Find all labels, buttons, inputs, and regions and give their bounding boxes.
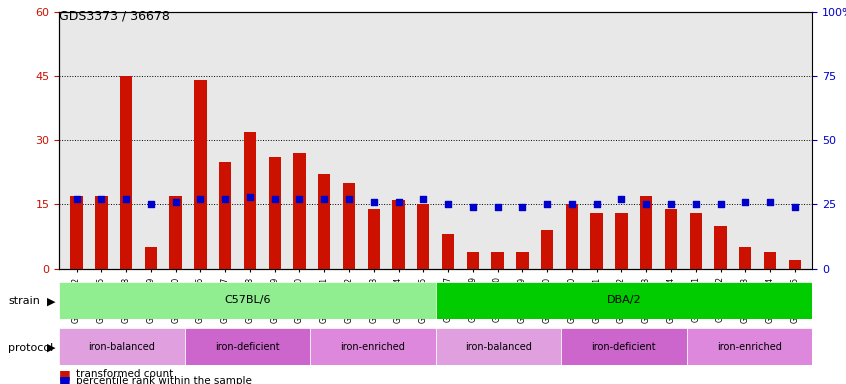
Bar (615, 213, 628, 269)
Point (640, 202, 653, 208)
Text: DBA/2: DBA/2 (607, 295, 641, 306)
Point (763, 199, 777, 205)
Bar (640, 196, 652, 269)
Bar (367, 209, 380, 269)
Point (541, 202, 554, 208)
Point (317, 196, 331, 202)
Bar (195, 80, 206, 269)
Text: iron-balanced: iron-balanced (465, 341, 532, 352)
Bar (788, 260, 801, 269)
Bar (442, 235, 454, 269)
Point (565, 202, 579, 208)
Point (788, 204, 802, 210)
Bar (294, 153, 305, 269)
Bar (70, 196, 83, 269)
Point (293, 196, 306, 202)
Point (491, 204, 504, 210)
Text: iron-deficient: iron-deficient (591, 341, 656, 352)
Point (739, 199, 752, 205)
Text: ■: ■ (59, 374, 71, 384)
Text: C57BL/6: C57BL/6 (224, 295, 271, 306)
Text: ▶: ▶ (47, 343, 55, 353)
FancyBboxPatch shape (561, 328, 687, 365)
Text: GDS3373 / 36678: GDS3373 / 36678 (59, 10, 170, 23)
Bar (764, 252, 777, 269)
Point (442, 202, 455, 208)
Bar (393, 200, 404, 269)
Point (392, 199, 405, 205)
Point (714, 202, 728, 208)
Text: iron-deficient: iron-deficient (215, 341, 280, 352)
FancyBboxPatch shape (59, 282, 436, 319)
Bar (665, 209, 677, 269)
Point (194, 196, 207, 202)
Point (515, 204, 529, 210)
Text: percentile rank within the sample: percentile rank within the sample (76, 376, 252, 384)
Point (119, 196, 133, 202)
Text: strain: strain (8, 296, 41, 306)
Point (69, 196, 83, 202)
Bar (95, 196, 107, 269)
Point (367, 199, 381, 205)
Bar (318, 174, 331, 269)
Point (343, 196, 356, 202)
FancyBboxPatch shape (436, 282, 812, 319)
Point (466, 204, 480, 210)
Bar (120, 76, 132, 269)
Bar (689, 213, 702, 269)
Text: transformed count: transformed count (76, 369, 173, 379)
Point (416, 196, 430, 202)
Bar (739, 247, 751, 269)
Point (615, 196, 629, 202)
Bar (343, 183, 355, 269)
Text: protocol: protocol (8, 343, 53, 353)
Text: ■: ■ (59, 368, 71, 381)
Text: iron-enriched: iron-enriched (340, 341, 405, 352)
Text: ▶: ▶ (47, 296, 55, 306)
Point (144, 202, 157, 208)
Bar (268, 157, 281, 269)
Bar (145, 247, 157, 269)
Text: iron-enriched: iron-enriched (717, 341, 782, 352)
Bar (467, 252, 479, 269)
Point (689, 202, 702, 208)
Bar (492, 252, 504, 269)
Bar (566, 205, 578, 269)
FancyBboxPatch shape (184, 328, 310, 365)
FancyBboxPatch shape (436, 328, 561, 365)
Bar (541, 230, 553, 269)
Bar (417, 205, 430, 269)
Bar (591, 213, 603, 269)
Bar (169, 196, 182, 269)
Point (243, 194, 256, 200)
Point (169, 199, 183, 205)
Bar (244, 132, 256, 269)
FancyBboxPatch shape (310, 328, 436, 365)
Bar (219, 162, 231, 269)
Point (664, 202, 678, 208)
Point (95, 196, 108, 202)
Point (218, 196, 232, 202)
Point (268, 196, 282, 202)
Bar (516, 252, 529, 269)
FancyBboxPatch shape (59, 328, 184, 365)
Bar (714, 226, 727, 269)
Point (590, 202, 603, 208)
Text: iron-balanced: iron-balanced (89, 341, 156, 352)
FancyBboxPatch shape (687, 328, 812, 365)
